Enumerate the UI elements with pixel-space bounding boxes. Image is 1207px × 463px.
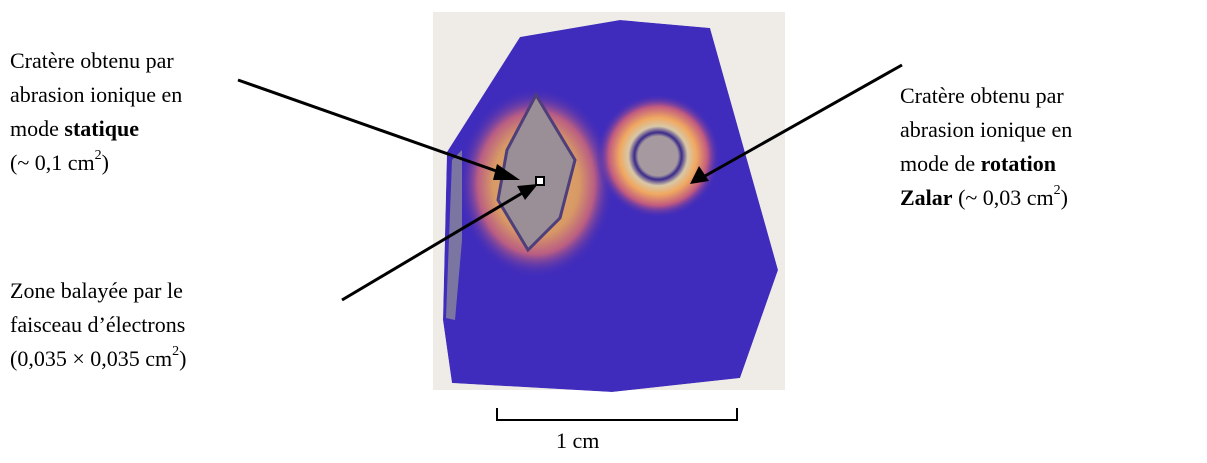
label-rotation-crater: Cratère obtenu par abrasion ionique en m…: [900, 83, 1073, 210]
halo-rotation: [596, 94, 720, 218]
scale-bar: [496, 408, 738, 421]
scan-zone-marker: [535, 176, 545, 186]
label-scan-zone: Zone balayée par le faisceau d’électrons…: [10, 278, 187, 371]
arrow-scan: [341, 184, 538, 302]
scale-bar-label: 1 cm: [556, 428, 600, 453]
arrow-static: [237, 78, 520, 180]
arrow-rotation: [690, 63, 903, 184]
crater-static: [496, 91, 577, 253]
label-static-crater: Cratère obtenu par abrasion ionique en m…: [10, 48, 183, 175]
